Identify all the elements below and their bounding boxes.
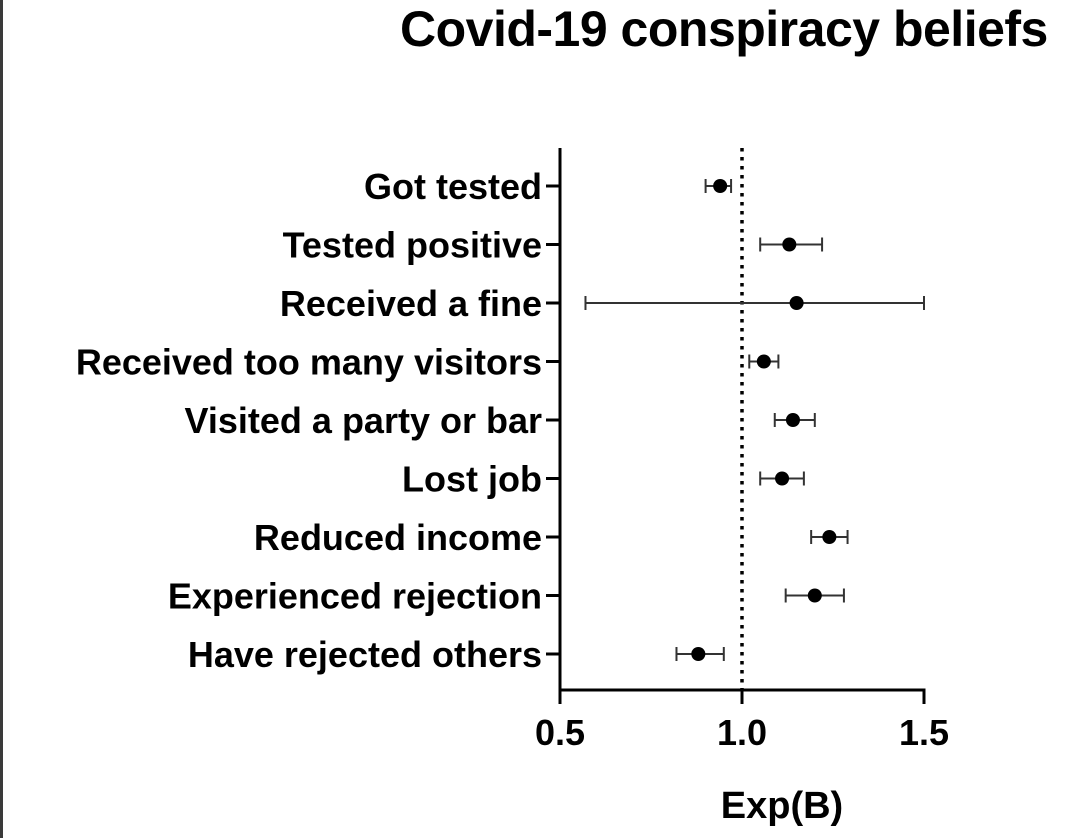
- category-label: Got tested: [364, 166, 542, 207]
- category-label: Visited a party or bar: [185, 400, 542, 441]
- estimate-point: [775, 471, 790, 486]
- x-axis-label: Exp(B): [721, 785, 843, 827]
- x-tick-label: 1.5: [899, 712, 949, 753]
- x-tick-label: 0.5: [535, 712, 585, 753]
- x-tick-label: 1.0: [717, 712, 767, 753]
- chart-title: Covid-19 conspiracy beliefs: [400, 1, 1048, 57]
- category-label: Received a fine: [280, 283, 542, 324]
- estimate-point: [782, 237, 797, 252]
- category-label: Reduced income: [254, 517, 542, 558]
- category-label: Have rejected others: [188, 634, 542, 675]
- estimate-point: [785, 413, 800, 427]
- category-label: Tested positive: [283, 225, 542, 266]
- estimate-point: [789, 296, 804, 310]
- estimate-point: [756, 354, 771, 369]
- category-label: Lost job: [402, 459, 542, 500]
- estimate-point: [691, 647, 706, 661]
- estimate-point: [807, 588, 822, 603]
- category-label: Experienced rejection: [168, 576, 542, 617]
- category-label: Received too many visitors: [76, 342, 542, 383]
- window-edge-strip: [0, 0, 3, 838]
- estimate-point: [713, 179, 728, 193]
- estimate-point: [822, 530, 837, 544]
